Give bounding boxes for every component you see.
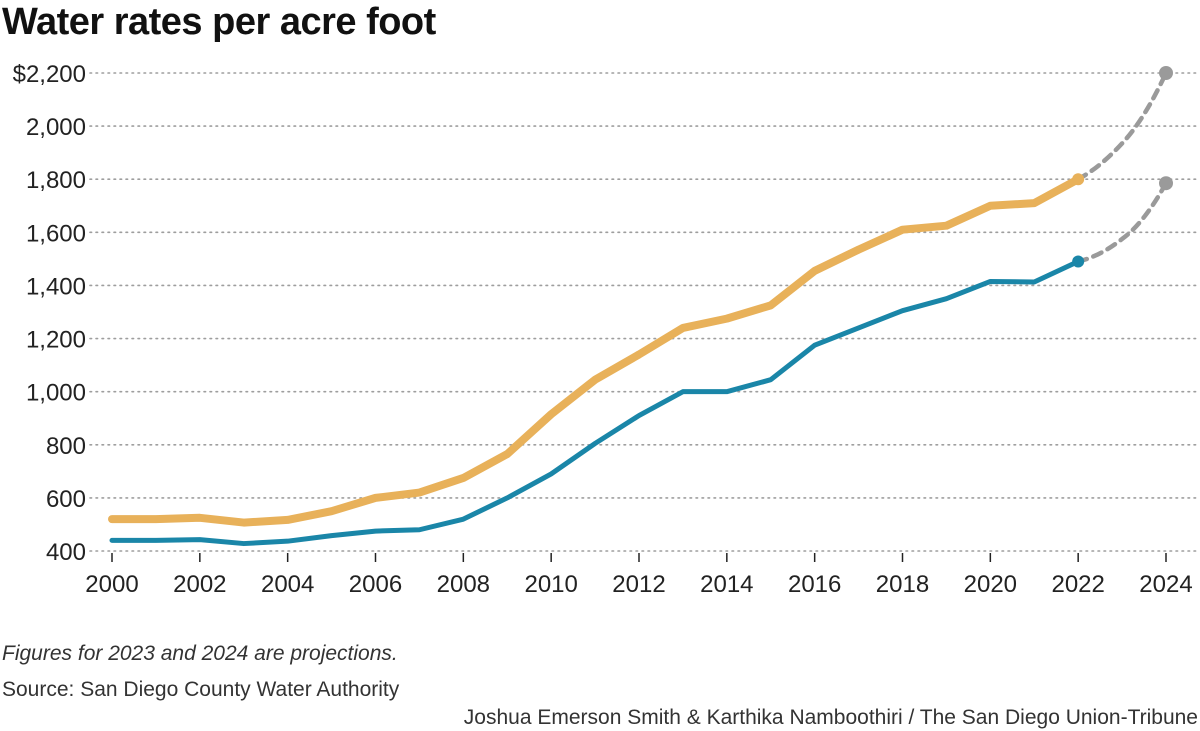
x-tick-label: 2022: [1051, 571, 1104, 598]
chart-title: Water rates per acre foot: [2, 1, 436, 43]
series-lines: [108, 66, 1173, 547]
x-tick-label: 2000: [85, 571, 138, 598]
x-tick-label: 2010: [524, 571, 577, 598]
x-tick-label: 2012: [612, 571, 665, 598]
x-tick-label: 2008: [437, 571, 490, 598]
x-tick-label: 2006: [349, 571, 402, 598]
y-axis-tick-labels: 400 600 800 1,000 1,200 1,400 1,600 1,800 2,000 $…: [13, 61, 86, 566]
y-tick-label: $2,200: [13, 61, 86, 88]
x-tick-label: 2018: [876, 571, 929, 598]
line-chart: 400 600 800 1,000 1,200 1,400 1,600 1,800 2,000 $…: [13, 61, 1199, 598]
y-tick-label: 1,400: [26, 273, 86, 300]
x-tick-label: 2004: [261, 571, 314, 598]
source-line: Source: San Diego County Water Authority: [2, 678, 400, 701]
credit-line: Joshua Emerson Smith & Karthika Nambooth…: [463, 706, 1198, 729]
y-tick-label: 600: [46, 486, 86, 513]
projection-endpoint-blue: [1159, 176, 1173, 191]
y-tick-label: 2,000: [26, 114, 86, 141]
endpoint-orange: [1072, 173, 1085, 186]
x-tick-label: 2024: [1139, 571, 1192, 598]
gridlines: [89, 72, 1199, 552]
x-tick-label: 2002: [173, 571, 226, 598]
x-tick-label: 2014: [700, 571, 753, 598]
y-tick-label: 1,200: [26, 327, 86, 354]
y-tick-label: 1,600: [26, 220, 86, 247]
series-line-orange: [108, 175, 1083, 527]
x-tick-label: 2016: [788, 571, 841, 598]
series-line-blue: [109, 259, 1081, 547]
y-tick-label: 1,800: [26, 167, 86, 194]
projection-endpoint-orange: [1159, 66, 1173, 80]
y-tick-label: 400: [46, 539, 86, 566]
y-tick-label: 1,000: [26, 380, 86, 407]
x-axis-tick-labels: 2000 2002 2004 2006 2008 2010 2012 2014 2016 2018…: [85, 553, 1193, 598]
projection-line-orange: [1075, 70, 1169, 182]
y-tick-label: 800: [46, 433, 86, 460]
projection-line-blue: [1075, 180, 1169, 264]
projection-note: Figures for 2023 and 2024 are projection…: [2, 642, 398, 665]
x-tick-label: 2020: [964, 571, 1017, 598]
endpoint-blue: [1072, 255, 1085, 268]
